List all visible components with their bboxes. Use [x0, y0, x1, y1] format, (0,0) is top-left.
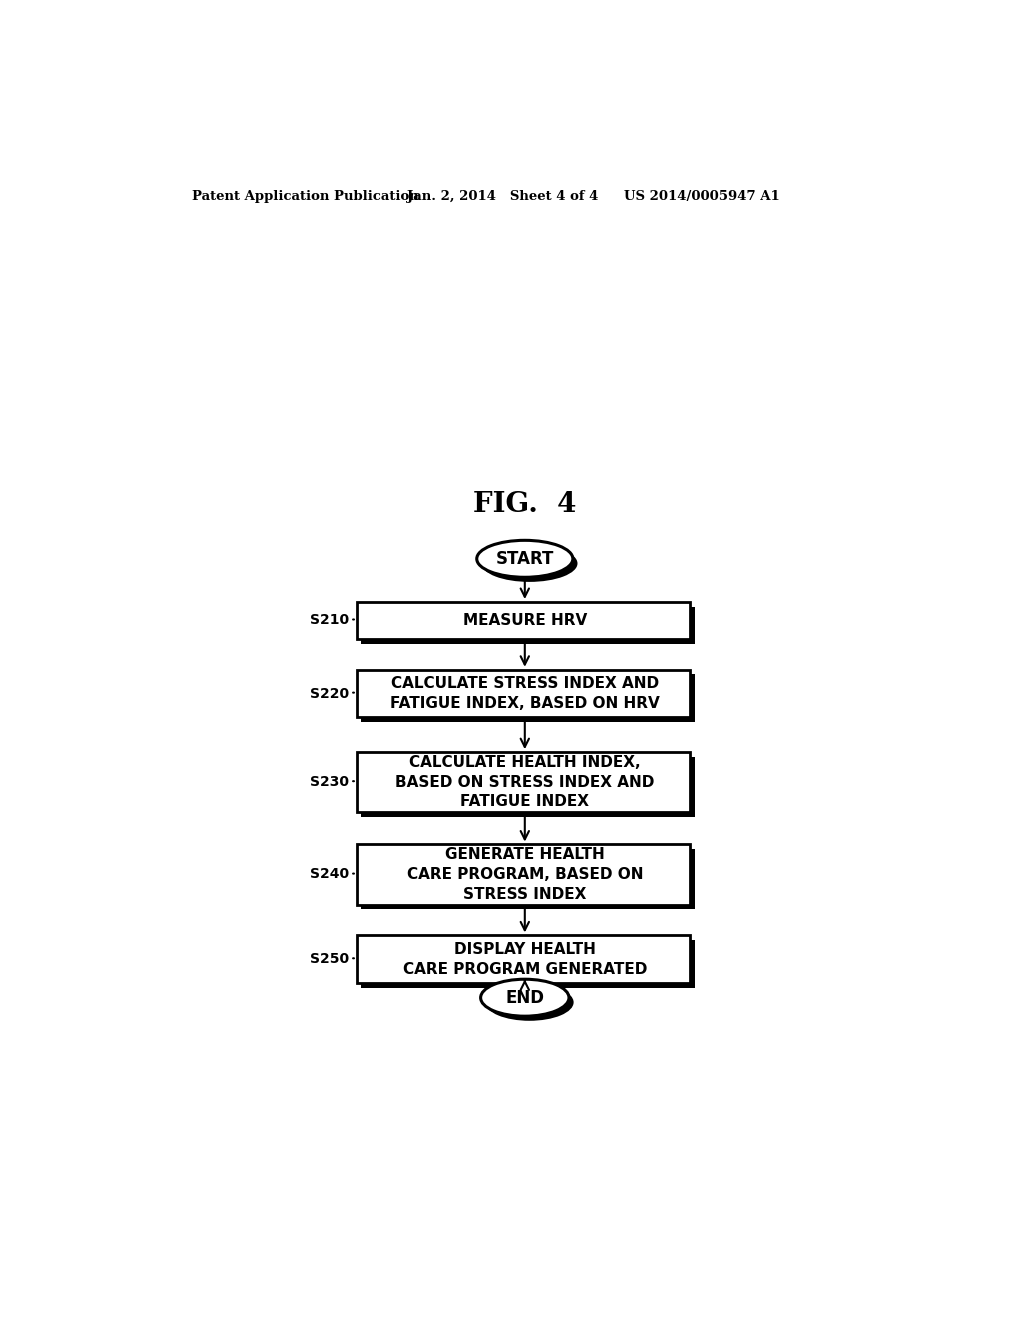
- Text: S220: S220: [309, 686, 349, 701]
- Ellipse shape: [477, 540, 572, 577]
- Text: FIG.  4: FIG. 4: [473, 491, 577, 519]
- FancyBboxPatch shape: [361, 675, 694, 722]
- Text: GENERATE HEALTH
CARE PROGRAM, BASED ON
STRESS INDEX: GENERATE HEALTH CARE PROGRAM, BASED ON S…: [407, 847, 643, 902]
- Ellipse shape: [480, 979, 569, 1016]
- Ellipse shape: [481, 545, 578, 582]
- Text: US 2014/0005947 A1: US 2014/0005947 A1: [624, 190, 779, 203]
- Text: START: START: [496, 550, 554, 568]
- Text: S250: S250: [309, 952, 349, 966]
- FancyBboxPatch shape: [361, 849, 694, 909]
- Ellipse shape: [485, 983, 573, 1020]
- FancyBboxPatch shape: [356, 602, 690, 639]
- Text: DISPLAY HEALTH
CARE PROGRAM GENERATED: DISPLAY HEALTH CARE PROGRAM GENERATED: [402, 941, 647, 977]
- FancyBboxPatch shape: [356, 752, 690, 812]
- Text: END: END: [505, 989, 545, 1007]
- FancyBboxPatch shape: [356, 936, 690, 983]
- FancyBboxPatch shape: [356, 669, 690, 718]
- FancyBboxPatch shape: [356, 845, 690, 904]
- FancyBboxPatch shape: [361, 607, 694, 644]
- Text: MEASURE HRV: MEASURE HRV: [463, 612, 587, 628]
- Text: CALCULATE HEALTH INDEX,
BASED ON STRESS INDEX AND
FATIGUE INDEX: CALCULATE HEALTH INDEX, BASED ON STRESS …: [395, 755, 654, 809]
- Text: Patent Application Publication: Patent Application Publication: [191, 190, 418, 203]
- Text: S210: S210: [309, 614, 349, 627]
- FancyBboxPatch shape: [361, 940, 694, 987]
- Text: CALCULATE STRESS INDEX AND
FATIGUE INDEX, BASED ON HRV: CALCULATE STRESS INDEX AND FATIGUE INDEX…: [390, 676, 659, 711]
- FancyBboxPatch shape: [361, 756, 694, 817]
- Text: S240: S240: [309, 867, 349, 882]
- Text: S230: S230: [310, 775, 349, 789]
- Text: Jan. 2, 2014   Sheet 4 of 4: Jan. 2, 2014 Sheet 4 of 4: [407, 190, 598, 203]
